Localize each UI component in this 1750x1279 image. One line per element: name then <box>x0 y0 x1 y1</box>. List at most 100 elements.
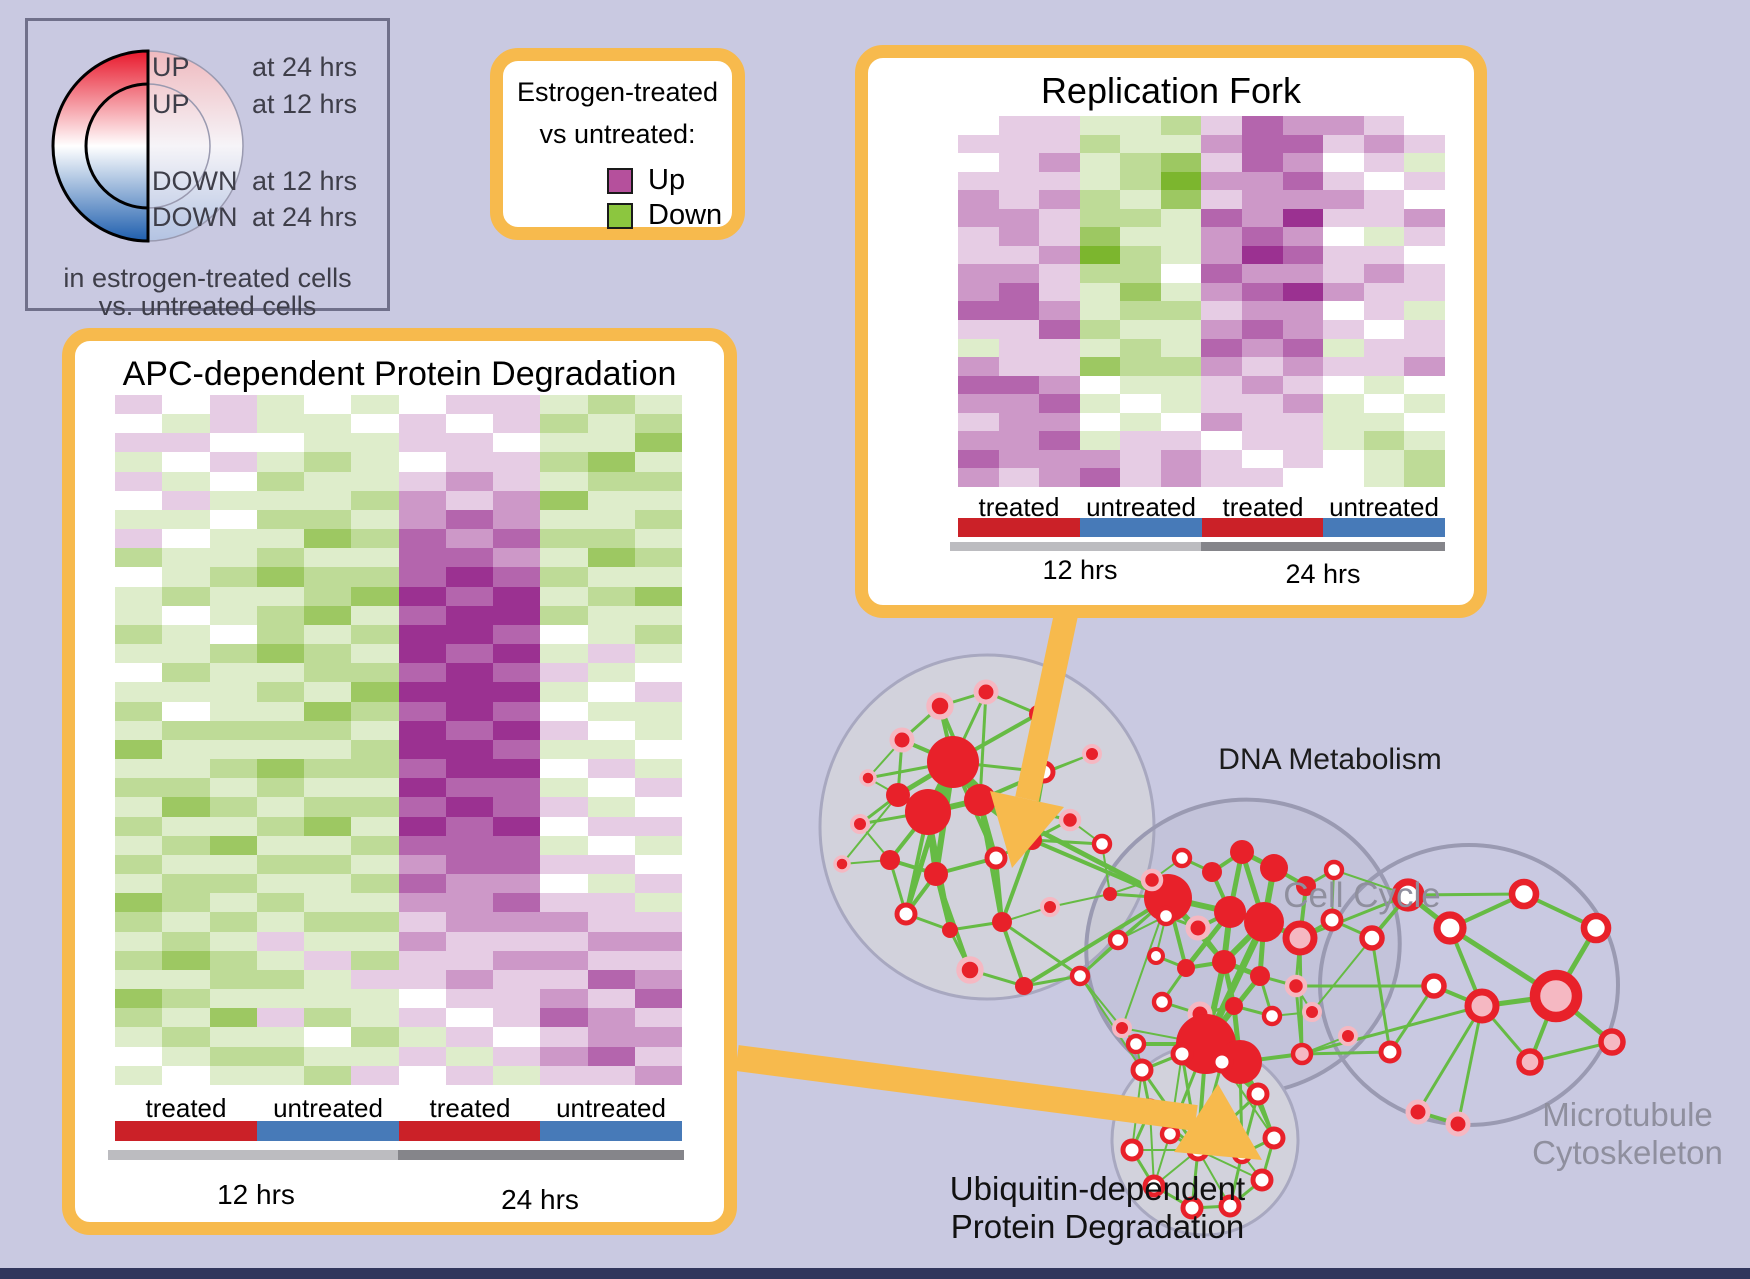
heatmap-cell <box>540 720 588 740</box>
heatmap-cell <box>540 835 588 855</box>
heatmap-cell <box>115 452 163 472</box>
network-edge <box>1301 1004 1483 1056</box>
heatmap-cell <box>587 720 635 740</box>
heatmap-cell <box>1363 227 1405 246</box>
heatmap-cell <box>493 816 541 836</box>
network-edge <box>1311 937 1373 1013</box>
heatmap-cell <box>634 797 682 817</box>
heatmap-cell <box>634 720 682 740</box>
updown-legend-title-2: vs untreated: <box>539 119 696 149</box>
network-node <box>973 679 999 705</box>
apc-group-label-3: untreated <box>556 1093 666 1123</box>
heatmap-cell <box>115 567 163 587</box>
heatmap-cell <box>162 701 210 721</box>
heatmap-cell <box>1323 153 1364 172</box>
heatmap-cell <box>1242 245 1283 265</box>
heatmap-cell <box>209 950 257 970</box>
heatmap-cell <box>445 663 493 683</box>
network-node <box>1378 1040 1402 1064</box>
heatmap-cell <box>1323 412 1364 432</box>
heatmap-cell <box>1242 116 1283 135</box>
heatmap-cell <box>1404 375 1445 395</box>
network-edge <box>1079 975 1143 1071</box>
heatmap-cell <box>304 663 352 683</box>
heatmap-cell <box>398 471 446 491</box>
heatmap-cell <box>587 893 635 913</box>
ring-row-dir-2: DOWN <box>152 166 238 196</box>
heatmap-cell <box>351 912 399 932</box>
heatmap-cell <box>540 644 588 664</box>
heatmap-cell <box>256 644 304 664</box>
heatmap-cell <box>115 912 163 932</box>
heatmap-cell <box>540 433 588 453</box>
heatmap-cell <box>1201 431 1243 450</box>
heatmap-cell <box>351 739 399 760</box>
network-edge <box>1001 920 1081 978</box>
heatmap-cell <box>1201 449 1243 469</box>
heatmap-cell <box>445 395 493 415</box>
heatmap-cell <box>1363 468 1405 487</box>
network-edge <box>1079 975 1123 1029</box>
heatmap-cell <box>351 759 399 779</box>
heatmap-cell <box>587 816 635 836</box>
network-node <box>1212 950 1236 974</box>
network-edge <box>1000 921 1026 987</box>
heatmap-cell <box>162 414 210 434</box>
heatmap-cell <box>351 816 399 836</box>
apc-group-label-0: treated <box>145 1093 227 1123</box>
network-node <box>1598 1028 1626 1056</box>
network-node <box>1445 1111 1471 1137</box>
network-node <box>1282 920 1318 956</box>
heatmap-cell <box>634 701 682 721</box>
heatmap-cell <box>1363 134 1405 154</box>
heatmap-cell <box>493 912 541 932</box>
heatmap-cell <box>958 245 999 265</box>
heatmap-cell <box>304 548 352 568</box>
heatmap-cell <box>1120 190 1161 209</box>
heatmap-cell <box>1201 171 1243 191</box>
heatmap-cell <box>351 644 399 664</box>
heatmap-cell <box>540 739 588 760</box>
heatmap-cell <box>115 395 163 415</box>
heatmap-cell <box>1242 264 1283 283</box>
heatmap-cell <box>256 433 304 453</box>
rf-24hrs-bar <box>1201 542 1445 551</box>
heatmap-cell <box>1120 134 1161 154</box>
network-node <box>894 902 918 926</box>
heatmap-cell <box>1120 264 1161 283</box>
heatmap-cell <box>958 116 999 135</box>
heatmap-cell <box>162 797 210 817</box>
network-node <box>1250 966 1270 986</box>
heatmap-cell <box>162 624 210 645</box>
heatmap-cell <box>1323 227 1364 246</box>
heatmap-cell <box>209 931 257 951</box>
heatmap-cell <box>209 874 257 894</box>
heatmap-cell <box>540 1046 588 1066</box>
heatmap-cell <box>1323 171 1364 191</box>
heatmap-cell <box>209 1065 257 1085</box>
heatmap-cell <box>1120 338 1161 358</box>
heatmap-cell <box>1201 208 1243 228</box>
heatmap-cell <box>1363 449 1405 469</box>
heatmap-cell <box>1039 245 1080 265</box>
heatmap-cell <box>540 701 588 721</box>
heatmap-cell <box>1404 171 1445 191</box>
heatmap-cell <box>445 701 493 721</box>
heatmap-cell <box>1120 301 1161 321</box>
heatmap-cell <box>445 414 493 434</box>
heatmap-cell <box>493 989 541 1009</box>
heatmap-cell <box>398 816 446 836</box>
network-node <box>1508 878 1540 910</box>
heatmap-cell <box>634 759 682 779</box>
heatmap-cell <box>115 509 163 530</box>
heatmap-cell <box>493 509 541 530</box>
heatmap-cell <box>209 778 257 798</box>
heatmap-cell <box>445 739 493 760</box>
heatmap-cell <box>493 567 541 587</box>
heatmap-cell <box>998 245 1040 265</box>
heatmap-cell <box>493 682 541 702</box>
heatmap-cell <box>1201 357 1243 376</box>
heatmap-cell <box>998 134 1040 154</box>
network-node <box>1218 1040 1262 1084</box>
heatmap-cell <box>351 778 399 798</box>
